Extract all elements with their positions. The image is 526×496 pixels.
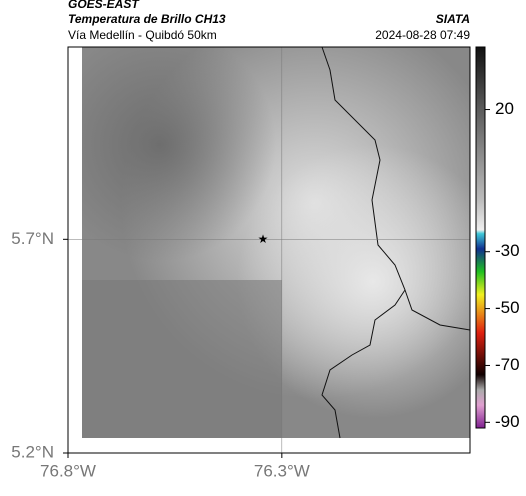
y-tick-label: 5.7°N [11,229,54,248]
y-tick-label: 5.2°N [11,442,54,461]
source: SIATA [436,12,470,26]
satellite-image [68,46,471,453]
colorbar [475,46,486,429]
colorbar-tick-label: -70 [495,355,520,374]
location-star: ★ [258,232,269,246]
colorbar-tick-label: -30 [495,241,520,260]
title: GOES-EAST [68,0,140,11]
map-frame [67,46,471,454]
colorbar-tick-label: -90 [495,412,520,431]
datetime: 2024-08-28 07:49 [375,28,470,42]
route: Vía Medellín - Quibdó 50km [68,28,217,42]
subtitle: Temperatura de Brillo CH13 [68,12,226,26]
colorbar-tick-label: 20 [495,99,514,118]
x-tick-label: 76.3°W [254,461,310,480]
x-tick-label: 76.8°W [40,461,96,480]
colorbar-tick-label: -50 [495,298,520,317]
